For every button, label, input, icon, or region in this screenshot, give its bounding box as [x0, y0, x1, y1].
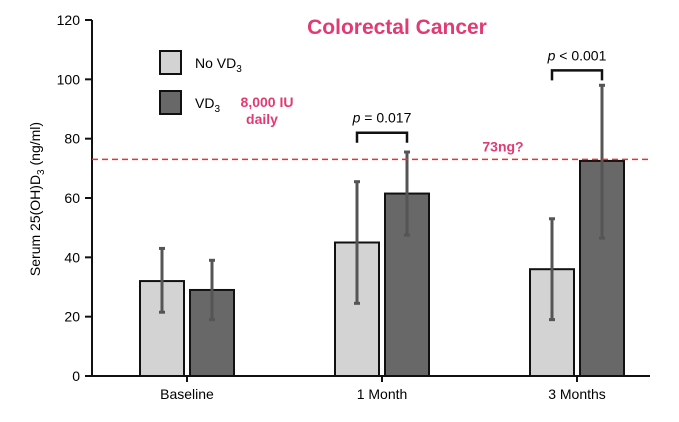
y-tick-label: 80 [64, 131, 80, 147]
significance-bracket [550, 69, 604, 81]
p-value-label: p < 0.001 [547, 47, 607, 63]
legend-swatch-vd3 [159, 90, 182, 115]
y-tick-label: 40 [64, 249, 80, 265]
bar-vd3 [384, 192, 430, 377]
p-value-symbol: p [547, 47, 556, 63]
y-axis-label-unit: (ng/ml) [27, 122, 43, 169]
p-value-symbol: p [352, 110, 361, 126]
dose-note-line1: 8,000 IU [241, 94, 294, 110]
legend-label-vd3-main: VD [195, 95, 214, 111]
significance-bracket [355, 131, 409, 143]
y-axis-label-main: Serum 25(OH)D [27, 175, 43, 276]
y-axis-label-subscript: 3 [36, 169, 47, 175]
legend-label-vd3: VD3 [195, 95, 220, 115]
y-axis-label: Serum 25(OH)D3 (ng/ml) [27, 122, 47, 276]
legend-label-no-vd3-sub: 3 [236, 64, 242, 75]
p-value-label: p = 0.017 [352, 110, 412, 126]
x-tick-label: Baseline [160, 386, 214, 402]
legend-swatch-no-vd3 [159, 50, 182, 75]
y-tick-label: 100 [57, 71, 81, 87]
legend-label-no-vd3: No VD3 [195, 55, 242, 75]
x-tick-label: 1 Month [357, 386, 408, 402]
reference-line-label: 73ng? [482, 138, 523, 154]
x-axis: Baseline 1 Month 3 Months [92, 375, 650, 402]
dose-note-line2: daily [246, 111, 278, 127]
x-tick-label: 3 Months [548, 386, 606, 402]
y-axis: 0 20 40 60 80 100 120 [57, 12, 93, 384]
y-tick-label: 0 [72, 368, 80, 384]
legend-label-vd3-sub: 3 [214, 104, 220, 115]
p-value-text: < 0.001 [555, 47, 606, 63]
reference-line-group: 73ng? [92, 138, 650, 161]
p-value-text: = 0.017 [360, 110, 411, 126]
legend-label-no-vd3-main: No VD [195, 55, 236, 71]
y-tick-label: 20 [64, 309, 80, 325]
y-tick-label: 60 [64, 190, 80, 206]
y-tick-label: 120 [57, 12, 81, 28]
chart-title: Colorectal Cancer [307, 16, 487, 39]
legend: No VD3 VD3 8,000 IU daily [159, 50, 294, 127]
error-bars-group [159, 83, 605, 322]
